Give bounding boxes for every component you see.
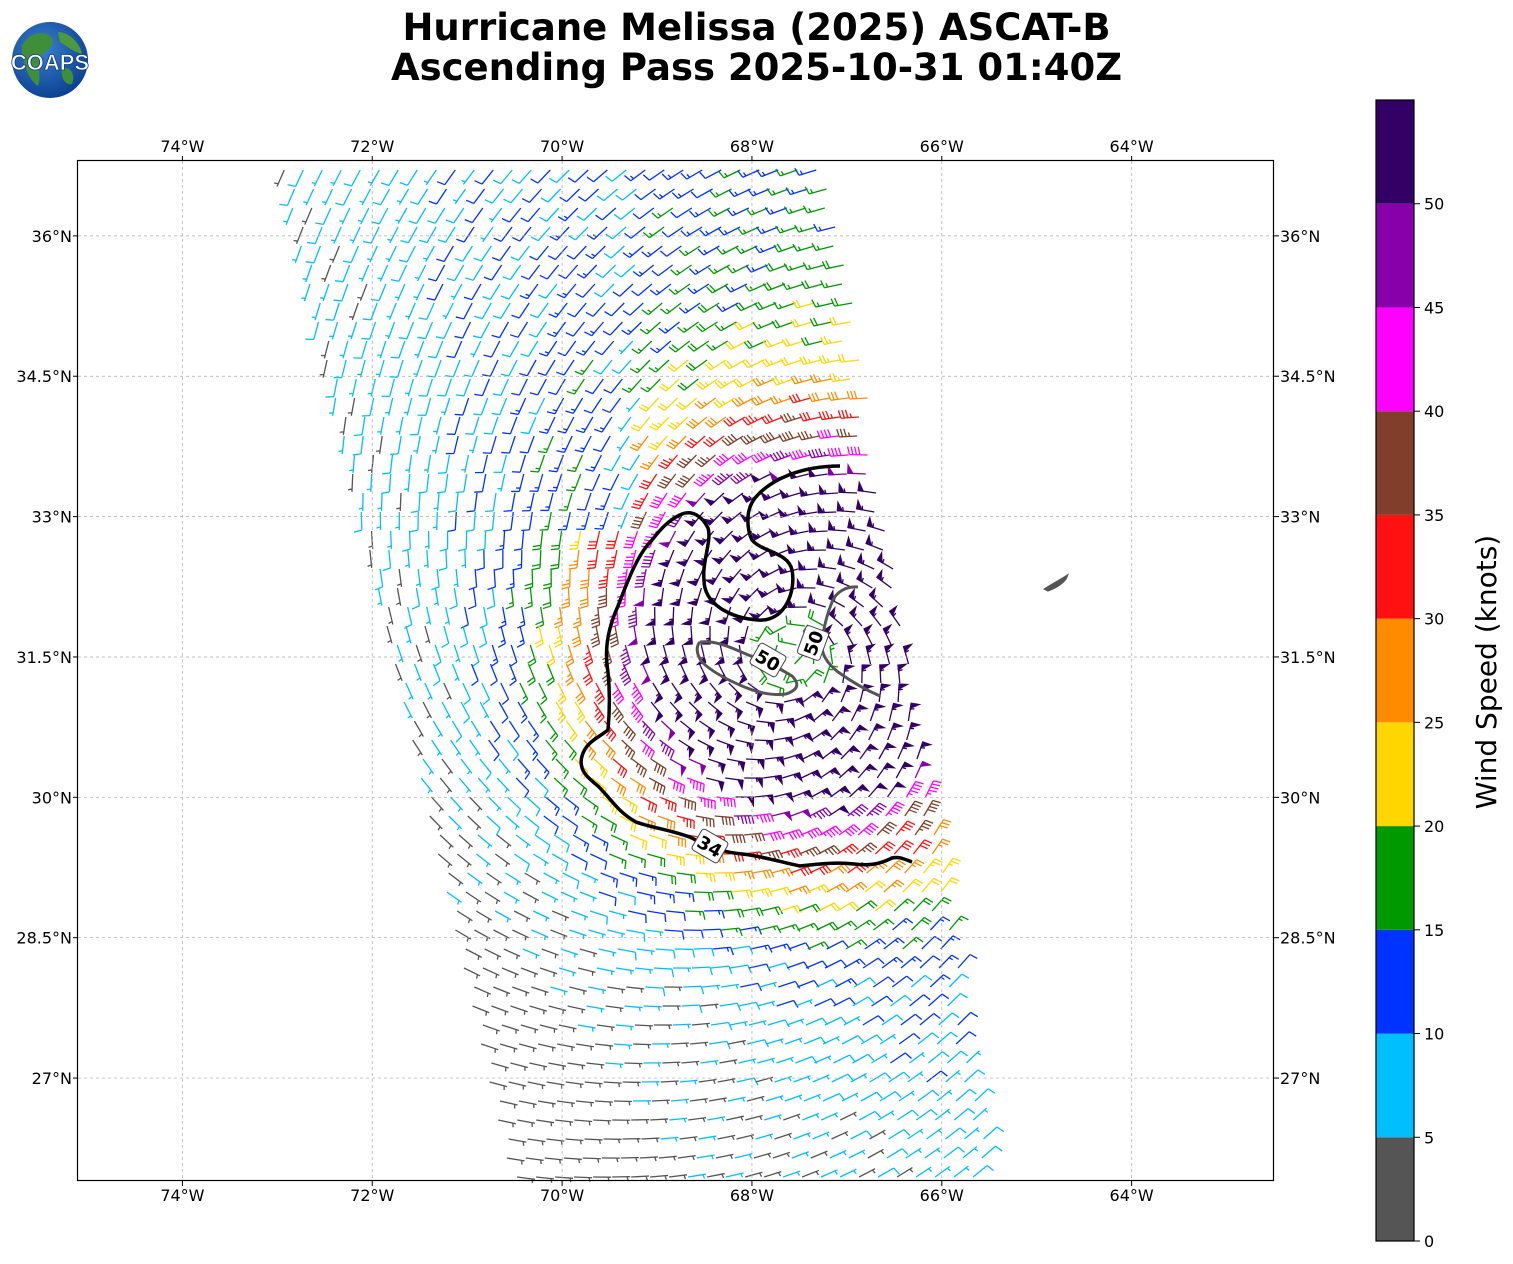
colorbar-label: Wind Speed (knots) (1470, 535, 1503, 809)
colorbar-tick-label: 40 (1424, 402, 1444, 421)
lat-tick-right: 36°N (1280, 227, 1320, 246)
lat-tick-left: 27°N (32, 1069, 72, 1088)
lat-tick-left: 36°N (32, 227, 72, 246)
lon-tick-bottom: 72°W (350, 1186, 394, 1205)
lat-tick-right: 30°N (1280, 788, 1320, 807)
colorbar-bin-20-25 (1376, 722, 1414, 827)
lon-tick-bottom: 70°W (540, 1186, 584, 1205)
colorbar-tick-label: 25 (1424, 713, 1444, 732)
lat-tick-right: 28.5°N (1280, 929, 1336, 948)
colorbar-tick-label: 10 (1424, 1025, 1444, 1044)
bermuda-landmass (1043, 573, 1070, 592)
colorbar-tick-label: 35 (1424, 506, 1444, 525)
lon-tick-top: 74°W (160, 137, 204, 156)
colorbar-bin-35-40 (1376, 411, 1414, 515)
colorbar-bin-5-10 (1376, 1033, 1414, 1138)
colorbar-bin-45-50 (1376, 203, 1414, 308)
map-tick-labels: 74°W 74°W 72°W 72°W 70°W 70°W 68°W 68°W 66°W 66°W… (16, 137, 1335, 1205)
lon-tick-top: 64°W (1110, 137, 1154, 156)
colorbar-tick-label: 50 (1424, 195, 1444, 214)
lon-tick-bottom: 64°W (1110, 1186, 1154, 1205)
lon-tick-bottom: 68°W (730, 1186, 774, 1205)
lon-tick-top: 68°W (730, 137, 774, 156)
lat-tick-left: 30°N (32, 788, 72, 807)
colorbar-tick-label: 45 (1424, 298, 1444, 317)
wind-radius-50kt-contour-inner (695, 640, 799, 696)
colorbar-bin-0-5 (1376, 1137, 1414, 1241)
lat-tick-right: 34.5°N (1280, 367, 1336, 386)
lon-tick-bottom: 74°W (160, 1186, 204, 1205)
lat-tick-right: 33°N (1280, 508, 1320, 527)
svg-text:COAPS: COAPS (11, 50, 89, 75)
map-gridlines (78, 161, 1274, 1181)
coaps-globe-logo-icon: COAPS (10, 22, 90, 98)
lon-tick-bottom: 66°W (920, 1186, 964, 1205)
colorbar-bin-25-30 (1376, 618, 1414, 723)
lat-tick-left: 33°N (32, 508, 72, 527)
wind-barbs-layer (274, 167, 1070, 1184)
colorbar-tick-label: 15 (1424, 921, 1444, 940)
lat-tick-left: 34.5°N (16, 367, 72, 386)
colorbar-tick-label: 20 (1424, 817, 1444, 836)
lon-tick-top: 72°W (350, 137, 394, 156)
colorbar: 0 5 10 15 20 25 30 35 40 45 50 (1375, 99, 1444, 1251)
colorbar-bin-30-35 (1376, 514, 1414, 619)
wind-radius-34kt-contour (579, 464, 913, 868)
chart-title-line-2: Ascending Pass 2025-10-31 01:40Z (390, 46, 1123, 89)
colorbar-bin-40-45 (1376, 307, 1414, 412)
lat-tick-right: 27°N (1280, 1069, 1320, 1088)
colorbar-frame (1375, 99, 1415, 1242)
lon-tick-top: 70°W (540, 137, 584, 156)
chart-title-line-1: Hurricane Melissa (2025) ASCAT-B (402, 6, 1111, 49)
map-frame (76, 159, 1275, 1182)
colorbar-bin-10-15 (1376, 929, 1414, 1034)
colorbar-tick-label: 5 (1424, 1128, 1434, 1147)
colorbar-tick-label: 30 (1424, 610, 1444, 629)
lat-tick-right: 31.5°N (1280, 648, 1336, 667)
colorbar-tick-label: 0 (1424, 1232, 1434, 1251)
lon-tick-top: 66°W (920, 137, 964, 156)
lat-tick-left: 28.5°N (16, 929, 72, 948)
lat-tick-left: 31.5°N (16, 648, 72, 667)
wind-radius-label-50-inner: 50 (749, 642, 787, 678)
colorbar-bin-50-55 (1376, 100, 1414, 204)
colorbar-bin-15-20 (1376, 826, 1414, 930)
